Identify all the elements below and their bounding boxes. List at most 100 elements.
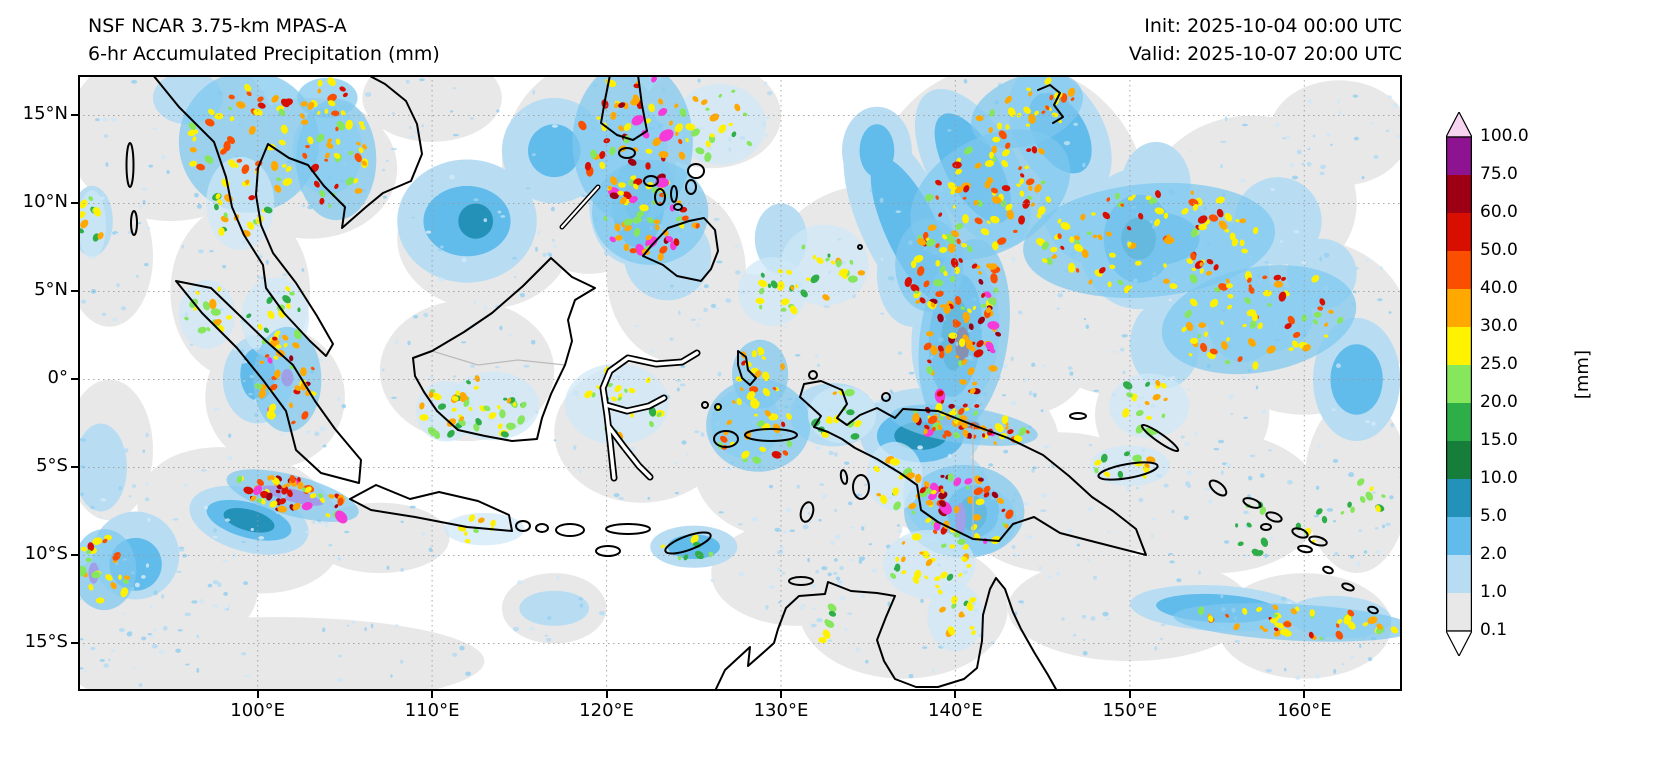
- colorbar: [1446, 112, 1472, 656]
- coastline-layer: [125, 75, 1379, 691]
- coastline-kai: [839, 469, 849, 485]
- y-tick-mark: [71, 202, 78, 205]
- coastline-flores: [605, 523, 651, 535]
- x-tick-mark: [1128, 691, 1131, 698]
- coastline-borneo: [412, 257, 596, 442]
- coastline-nicobar: [130, 210, 138, 236]
- coastline-bohol: [673, 203, 683, 211]
- x-tick-mark: [779, 691, 782, 698]
- x-tick-label: 100°E: [230, 700, 286, 721]
- coastline-mindanao: [642, 217, 719, 282]
- product-title: 6-hr Accumulated Precipitation (mm): [88, 43, 440, 65]
- coastline-buru: [713, 430, 739, 448]
- x-tick-mark: [605, 691, 608, 698]
- coastline-sumatra: [175, 280, 362, 484]
- coastline-halmahera: [737, 350, 757, 386]
- coastline-bali: [515, 520, 531, 532]
- y-tick-label: 10°S: [24, 543, 68, 565]
- y-tick-mark: [71, 642, 78, 645]
- coastline-cebu: [670, 185, 678, 203]
- coastline-biak: [881, 392, 891, 402]
- coastline-australia: [714, 577, 1058, 691]
- coastline-melville: [788, 576, 814, 586]
- coastline-samar: [687, 163, 705, 179]
- y-tick-mark: [71, 554, 78, 557]
- coastline-timor: [664, 531, 712, 555]
- coastline-palau: [857, 244, 863, 250]
- colorbar-tick-label: 2.0: [1480, 544, 1508, 564]
- x-tick-label: 150°E: [1102, 700, 1158, 721]
- coastline-java: [349, 484, 513, 532]
- x-tick-mark: [256, 691, 259, 698]
- coastline-banggai: [701, 401, 709, 409]
- coastline-tanimbar: [799, 501, 815, 523]
- y-tick-label: 5°N: [34, 279, 68, 301]
- coastline-lombok: [535, 523, 549, 533]
- coastline-mainland-sea: [152, 75, 423, 357]
- x-tick-mark: [954, 691, 957, 698]
- colorbar-tick-label: 50.0: [1480, 240, 1518, 260]
- colorbar-tick-label: 75.0: [1480, 164, 1518, 184]
- coastline-negros: [654, 188, 666, 206]
- y-tick-label: 15°S: [24, 631, 68, 653]
- coastline-sumba: [595, 545, 621, 557]
- map-plot: [78, 75, 1402, 691]
- x-tick-mark: [1303, 691, 1306, 698]
- coastline-sumbawa: [555, 523, 585, 537]
- coastline-leyte: [685, 179, 697, 195]
- init-time: Init: 2025-10-04 00:00 UTC: [1144, 15, 1402, 37]
- border-borneo: [431, 350, 566, 366]
- colorbar-tick-label: 40.0: [1480, 278, 1518, 298]
- colorbar-tick-label: 25.0: [1480, 354, 1518, 374]
- coastline-sulawesi: [599, 349, 701, 482]
- coastline-manus: [1069, 412, 1087, 420]
- x-tick-label: 140°E: [928, 700, 983, 721]
- colorbar-unit-label: [mm]: [1572, 350, 1593, 400]
- gridline-layer: [78, 75, 1402, 691]
- coastline-new-ireland: [1140, 423, 1180, 453]
- colorbar-tick-label: 30.0: [1480, 316, 1518, 336]
- coastline-andaman: [125, 142, 135, 188]
- precipitation-layer: [78, 75, 1402, 691]
- y-tick-mark: [71, 378, 78, 381]
- coastline-bougainville: [1208, 479, 1228, 497]
- coastline-north-islets: [1037, 84, 1064, 124]
- y-tick-label: 10°N: [22, 191, 68, 213]
- coastline-new-guinea: [799, 380, 1147, 556]
- valid-time: Valid: 2025-10-07 20:00 UTC: [1128, 43, 1402, 65]
- x-tick-label: 130°E: [753, 700, 809, 721]
- y-tick-label: 15°N: [22, 103, 68, 125]
- plot-frame: [78, 75, 1402, 691]
- coastline-luzon: [600, 75, 648, 141]
- title-block: NSF NCAR 3.75-km MPAS-A 6-hr Accumulated…: [88, 12, 440, 68]
- colorbar-tick-label: 0.1: [1480, 620, 1508, 640]
- y-tick-label: 0°: [47, 367, 68, 389]
- coastline-sula: [714, 403, 722, 411]
- coastline-waigeo: [808, 370, 818, 380]
- x-tick-label: 120°E: [579, 700, 634, 721]
- colorbar-tick-label: 15.0: [1480, 430, 1518, 450]
- coastline-mindoro: [618, 147, 636, 159]
- admin-borders: [431, 350, 974, 539]
- coastline-aru: [852, 474, 870, 500]
- map-canvas: [78, 75, 1402, 691]
- colorbar-tick-label: 1.0: [1480, 582, 1508, 602]
- model-title: NSF NCAR 3.75-km MPAS-A: [88, 15, 347, 37]
- coastline-seram: [744, 428, 798, 442]
- colorbar-tick-label: 60.0: [1480, 202, 1518, 222]
- coastline-palawan: [559, 184, 601, 230]
- colorbar-tick-label: 100.0: [1480, 126, 1529, 146]
- coastline-new-britain: [1097, 461, 1159, 481]
- colorbar-tick-label: 5.0: [1480, 506, 1508, 526]
- coastline-solomons: [1242, 497, 1379, 615]
- y-tick-mark: [71, 290, 78, 293]
- y-tick-label: 5°S: [36, 455, 68, 477]
- colorbar-tick-label: 10.0: [1480, 468, 1518, 488]
- time-block: Init: 2025-10-04 00:00 UTC Valid: 2025-1…: [1129, 12, 1402, 68]
- x-tick-label: 110°E: [404, 700, 460, 721]
- y-tick-mark: [71, 466, 78, 469]
- x-tick-mark: [431, 691, 434, 698]
- coastline-panay: [643, 175, 659, 187]
- x-tick-label: 160°E: [1276, 700, 1332, 721]
